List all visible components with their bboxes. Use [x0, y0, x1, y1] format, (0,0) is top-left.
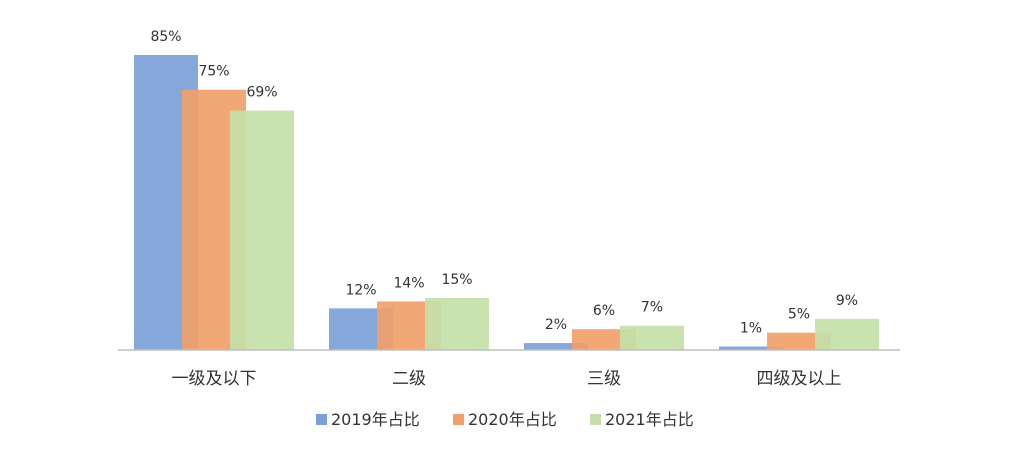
data-labels-layer: 85% 75% 69% 12% 14% 15% 2% 6% 7% 1% 5% 9%	[150, 29, 858, 337]
data-label: 5%	[788, 307, 810, 323]
data-label: 2%	[545, 317, 567, 333]
bar-1-4	[719, 346, 783, 350]
x-tick-label: 一级及以下	[172, 369, 257, 389]
bar-3-3	[620, 325, 684, 350]
data-label: 12%	[345, 282, 376, 298]
data-label: 75%	[198, 64, 229, 80]
data-label: 69%	[246, 85, 277, 101]
legend-swatch	[453, 414, 464, 425]
data-label: 1%	[740, 321, 762, 337]
data-label: 14%	[393, 275, 424, 291]
x-tick-label: 三级	[587, 369, 621, 389]
bars-layer	[134, 55, 879, 351]
bar-3-4	[815, 318, 879, 350]
data-label: 9%	[836, 293, 858, 309]
legend-label: 2020年占比	[468, 410, 557, 429]
data-label: 6%	[593, 303, 615, 319]
legend-label: 2021年占比	[605, 410, 694, 429]
legend-swatch	[590, 414, 601, 425]
data-label: 7%	[641, 300, 663, 316]
bar-3-1	[230, 110, 294, 350]
x-tick-label: 二级	[392, 369, 426, 389]
bar-3-2	[425, 297, 489, 350]
data-label: 85%	[150, 29, 181, 45]
data-label: 15%	[441, 272, 472, 288]
legend-swatch	[316, 414, 327, 425]
x-tick-label: 四级及以上	[757, 369, 842, 389]
legend-label: 2019年占比	[331, 410, 420, 429]
bar-1-3	[524, 343, 588, 350]
legend: 2019年占比 2020年占比 2021年占比	[316, 410, 694, 429]
x-axis-ticks: 一级及以下 二级 三级 四级及以上	[172, 369, 842, 389]
